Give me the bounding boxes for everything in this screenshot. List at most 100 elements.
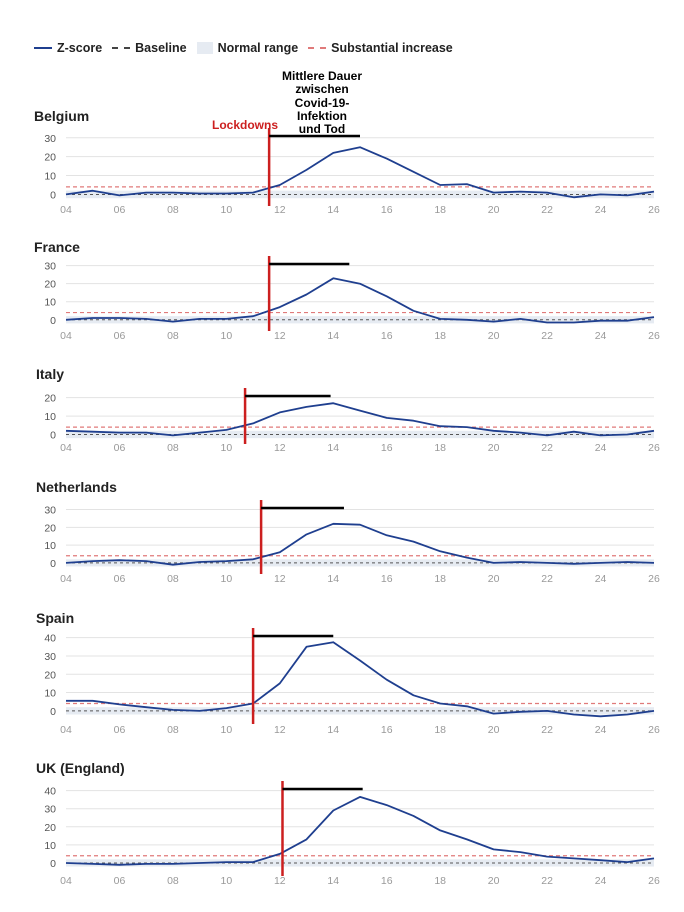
x-tick-label: 12 — [274, 724, 286, 736]
x-tick-label: 24 — [595, 442, 607, 454]
x-tick-label: 04 — [60, 330, 72, 342]
x-tick-label: 18 — [434, 442, 446, 454]
chart-title: Netherlands — [36, 479, 117, 495]
chart-title: UK (England) — [36, 760, 125, 776]
x-tick-label: 16 — [381, 724, 393, 736]
legend-label-zscore: Z-score — [57, 41, 103, 55]
x-tick-label: 20 — [488, 573, 500, 585]
x-tick-label: 14 — [327, 875, 339, 887]
x-tick-label: 10 — [221, 442, 233, 454]
chart-title: Belgium — [34, 108, 89, 124]
x-tick-label: 22 — [541, 875, 553, 887]
chart-spain: Spain 0 10 20 30 40 04 06 08 10 12 14 16 18 20 22 24 26 — [36, 610, 660, 736]
x-tick-label: 20 — [488, 442, 500, 454]
x-tick-label: 20 — [488, 724, 500, 736]
x-tick-label: 16 — [381, 573, 393, 585]
x-tick-label: 26 — [648, 724, 660, 736]
x-tick-label: 18 — [434, 724, 446, 736]
chart-france: France 0 10 20 30 04 06 08 10 12 14 16 18 20 22 24 26 — [34, 239, 660, 342]
y-tick-label: 30 — [44, 261, 56, 273]
x-tick-label: 08 — [167, 330, 179, 342]
y-tick-label: 20 — [44, 279, 56, 291]
x-tick-label: 06 — [114, 573, 126, 585]
y-tick-label: 10 — [44, 840, 56, 852]
x-tick-label: 08 — [167, 875, 179, 887]
x-tick-label: 18 — [434, 330, 446, 342]
zscore-series-line — [65, 796, 655, 866]
baseline-dash-swatch — [112, 47, 131, 49]
x-tick-label: 10 — [221, 573, 233, 585]
y-tick-label: 10 — [44, 297, 56, 309]
x-tick-label: 20 — [488, 204, 500, 216]
annotation-line: Mittlere Dauer — [281, 69, 363, 83]
normal-range-swatch — [196, 42, 213, 54]
x-tick-label: 04 — [60, 573, 72, 585]
y-tick-label: 10 — [44, 688, 56, 700]
y-tick-label: 10 — [44, 171, 56, 183]
chart-belgium: Belgium 0 10 20 30 04 06 08 10 12 14 16 18 20 22 24 26 — [34, 108, 660, 216]
x-tick-label: 06 — [114, 442, 126, 454]
annotation-line: und Tod — [298, 122, 346, 137]
x-tick-label: 22 — [541, 330, 553, 342]
chart-netherlands: Netherlands 0 10 20 30 04 06 08 10 12 14 16 18 20 22 24… — [36, 479, 660, 585]
y-tick-label: 0 — [50, 315, 56, 327]
x-tick-label: 16 — [381, 204, 393, 216]
x-tick-label: 04 — [60, 724, 72, 736]
y-tick-label: 40 — [44, 633, 56, 645]
chart-italy: Italy 0 10 20 04 06 08 10 12 14 16 18 20 22 24 26 — [36, 366, 660, 454]
x-tick-label: 14 — [327, 573, 339, 585]
y-tick-label: 30 — [44, 505, 56, 517]
chart-title: Spain — [36, 610, 74, 626]
y-tick-label: 0 — [50, 189, 56, 201]
y-tick-label: 20 — [44, 522, 56, 534]
duration-annotation: Mittlere Dauer zwischen Covid-19- Infekt… — [270, 69, 374, 137]
x-tick-label: 10 — [221, 204, 233, 216]
y-tick-label: 0 — [50, 558, 56, 570]
y-tick-label: 0 — [50, 858, 56, 870]
zscore-line-swatch — [34, 47, 52, 49]
y-tick-label: 10 — [44, 411, 56, 423]
x-tick-label: 24 — [595, 724, 607, 736]
x-tick-label: 26 — [648, 875, 660, 887]
x-tick-label: 08 — [167, 724, 179, 736]
y-tick-label: 20 — [44, 822, 56, 834]
x-tick-label: 18 — [434, 875, 446, 887]
legend-item-zscore: Z-score — [34, 41, 102, 55]
x-tick-label: 04 — [60, 875, 72, 887]
y-tick-label: 0 — [50, 706, 56, 718]
x-tick-label: 12 — [274, 875, 286, 887]
x-tick-label: 12 — [274, 204, 286, 216]
x-tick-label: 08 — [167, 204, 179, 216]
x-tick-label: 24 — [595, 573, 607, 585]
y-tick-label: 30 — [44, 133, 56, 145]
y-tick-label: 20 — [44, 669, 56, 681]
x-tick-label: 14 — [327, 204, 339, 216]
zscore-series-line — [65, 402, 655, 437]
legend-item-normal-range: Normal range — [196, 41, 298, 55]
x-tick-label: 26 — [648, 330, 660, 342]
x-tick-label: 10 — [221, 724, 233, 736]
x-tick-label: 18 — [434, 204, 446, 216]
annotation-line: Infektion — [297, 108, 347, 123]
annotation-line: zwischen — [295, 82, 349, 97]
zscore-series-line — [66, 641, 655, 718]
substantial-increase-swatch — [308, 47, 327, 49]
x-tick-label: 24 — [595, 875, 607, 887]
zscore-series-line — [65, 522, 655, 566]
chart-uk-england: UK (England) 0 10 20 30 40 04 06 08 10 12 14 16 18 20 2… — [36, 760, 660, 887]
x-tick-label: 26 — [648, 573, 660, 585]
x-tick-label: 24 — [595, 204, 607, 216]
x-tick-label: 16 — [381, 875, 393, 887]
x-tick-label: 24 — [595, 330, 607, 342]
x-tick-label: 14 — [327, 724, 339, 736]
legend-item-baseline: Baseline — [112, 41, 187, 55]
y-tick-label: 30 — [44, 804, 56, 816]
x-tick-label: 10 — [221, 330, 233, 342]
x-tick-label: 06 — [114, 724, 126, 736]
x-tick-label: 26 — [648, 442, 660, 454]
chart-title: France — [34, 239, 80, 255]
x-tick-label: 22 — [541, 573, 553, 585]
chart-title: Italy — [36, 366, 64, 382]
legend: Z-score Baseline Normal range Substantia… — [34, 38, 463, 58]
x-tick-label: 14 — [327, 442, 339, 454]
